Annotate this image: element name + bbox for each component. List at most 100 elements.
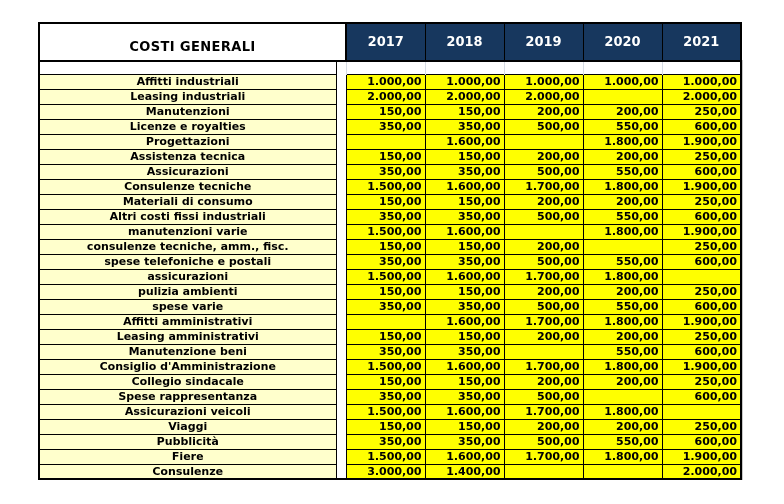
value-cell[interactable]: 1.500,00 <box>345 448 426 465</box>
value-cell[interactable]: 1.500,00 <box>345 358 426 375</box>
value-cell[interactable]: 600,00 <box>661 163 742 180</box>
value-cell[interactable]: 350,00 <box>345 253 426 270</box>
value-cell[interactable]: 200,00 <box>503 283 584 300</box>
value-cell[interactable]: 1.800,00 <box>582 178 663 195</box>
value-cell[interactable]: 200,00 <box>582 148 663 165</box>
value-cell[interactable]: 600,00 <box>661 118 742 135</box>
value-cell[interactable]: 550,00 <box>582 208 663 225</box>
value-cell[interactable]: 250,00 <box>661 238 742 255</box>
value-cell[interactable]: 600,00 <box>661 253 742 270</box>
row-label[interactable]: Assistenza tecnica <box>38 148 337 165</box>
value-cell[interactable]: 500,00 <box>503 253 584 270</box>
value-cell[interactable]: 1.000,00 <box>582 73 663 90</box>
value-cell[interactable]: 550,00 <box>582 118 663 135</box>
row-label[interactable]: Pubblicità <box>38 433 337 450</box>
value-cell[interactable]: 1.600,00 <box>424 358 505 375</box>
value-cell[interactable]: 550,00 <box>582 253 663 270</box>
value-cell[interactable]: 150,00 <box>424 328 505 345</box>
row-label[interactable]: Affitti industriali <box>38 73 337 90</box>
value-cell[interactable]: 550,00 <box>582 163 663 180</box>
value-cell[interactable]: 350,00 <box>424 208 505 225</box>
row-label[interactable]: spese telefoniche e postali <box>38 253 337 270</box>
value-cell[interactable]: 2.000,00 <box>661 463 742 480</box>
value-cell[interactable]: 250,00 <box>661 193 742 210</box>
year-header-2019[interactable]: 2019 <box>503 22 584 62</box>
row-label[interactable]: Manutenzioni <box>38 103 337 120</box>
value-cell[interactable]: 200,00 <box>582 193 663 210</box>
value-cell[interactable]: 1.600,00 <box>424 448 505 465</box>
value-cell[interactable]: 1.900,00 <box>661 178 742 195</box>
value-cell[interactable]: 1.700,00 <box>503 313 584 330</box>
value-cell[interactable]: 350,00 <box>345 208 426 225</box>
value-cell[interactable]: 1.800,00 <box>582 313 663 330</box>
value-cell[interactable]: 150,00 <box>345 238 426 255</box>
value-cell[interactable]: 1.700,00 <box>503 358 584 375</box>
value-cell[interactable]: 350,00 <box>424 388 505 405</box>
value-cell[interactable]: 350,00 <box>345 388 426 405</box>
value-cell[interactable] <box>582 238 663 255</box>
value-cell[interactable]: 250,00 <box>661 283 742 300</box>
value-cell[interactable]: 1.000,00 <box>661 73 742 90</box>
row-label[interactable]: spese varie <box>38 298 337 315</box>
value-cell[interactable]: 200,00 <box>582 373 663 390</box>
value-cell[interactable]: 1.500,00 <box>345 268 426 285</box>
value-cell[interactable]: 1.900,00 <box>661 358 742 375</box>
row-label[interactable]: Leasing industriali <box>38 88 337 105</box>
value-cell[interactable]: 1.900,00 <box>661 313 742 330</box>
value-cell[interactable]: 150,00 <box>345 148 426 165</box>
value-cell[interactable]: 200,00 <box>503 373 584 390</box>
year-header-2021[interactable]: 2021 <box>661 22 742 62</box>
value-cell[interactable]: 3.000,00 <box>345 463 426 480</box>
value-cell[interactable]: 200,00 <box>503 148 584 165</box>
spacer-value-cell[interactable] <box>582 61 663 74</box>
value-cell[interactable]: 1.800,00 <box>582 403 663 420</box>
value-cell[interactable]: 250,00 <box>661 148 742 165</box>
value-cell[interactable]: 2.000,00 <box>503 88 584 105</box>
value-cell[interactable]: 500,00 <box>503 298 584 315</box>
value-cell[interactable]: 500,00 <box>503 208 584 225</box>
value-cell[interactable]: 350,00 <box>345 433 426 450</box>
value-cell[interactable]: 1.600,00 <box>424 313 505 330</box>
row-label[interactable]: Consulenze <box>38 463 337 480</box>
year-header-2020[interactable]: 2020 <box>582 22 663 62</box>
value-cell[interactable]: 1.900,00 <box>661 223 742 240</box>
value-cell[interactable] <box>582 463 663 480</box>
value-cell[interactable]: 1.700,00 <box>503 448 584 465</box>
value-cell[interactable] <box>582 88 663 105</box>
table-title-cell[interactable]: COSTI GENERALI <box>38 22 347 62</box>
value-cell[interactable]: 1.600,00 <box>424 223 505 240</box>
value-cell[interactable]: 200,00 <box>503 418 584 435</box>
value-cell[interactable] <box>661 268 742 285</box>
row-label[interactable]: Progettazioni <box>38 133 337 150</box>
value-cell[interactable]: 200,00 <box>582 328 663 345</box>
value-cell[interactable]: 1.800,00 <box>582 268 663 285</box>
value-cell[interactable]: 500,00 <box>503 388 584 405</box>
value-cell[interactable]: 250,00 <box>661 328 742 345</box>
value-cell[interactable]: 350,00 <box>424 118 505 135</box>
value-cell[interactable]: 150,00 <box>345 193 426 210</box>
value-cell[interactable]: 150,00 <box>424 193 505 210</box>
value-cell[interactable]: 1.000,00 <box>345 73 426 90</box>
value-cell[interactable]: 600,00 <box>661 388 742 405</box>
value-cell[interactable]: 150,00 <box>424 148 505 165</box>
value-cell[interactable]: 200,00 <box>582 103 663 120</box>
value-cell[interactable]: 250,00 <box>661 373 742 390</box>
row-label[interactable]: Manutenzione beni <box>38 343 337 360</box>
row-label[interactable]: Consulenze tecniche <box>38 178 337 195</box>
value-cell[interactable]: 1.400,00 <box>424 463 505 480</box>
value-cell[interactable]: 1.500,00 <box>345 223 426 240</box>
value-cell[interactable]: 150,00 <box>424 373 505 390</box>
value-cell[interactable]: 200,00 <box>503 328 584 345</box>
spacer-value-cell[interactable] <box>345 61 426 74</box>
value-cell[interactable] <box>345 133 426 150</box>
value-cell[interactable]: 350,00 <box>424 343 505 360</box>
value-cell[interactable]: 600,00 <box>661 298 742 315</box>
row-label[interactable]: Assicurazioni veicoli <box>38 403 337 420</box>
value-cell[interactable]: 150,00 <box>424 283 505 300</box>
row-label[interactable]: Licenze e royalties <box>38 118 337 135</box>
value-cell[interactable]: 150,00 <box>345 418 426 435</box>
value-cell[interactable]: 1.000,00 <box>503 73 584 90</box>
value-cell[interactable]: 200,00 <box>503 238 584 255</box>
value-cell[interactable] <box>582 388 663 405</box>
row-label[interactable]: Affitti amministrativi <box>38 313 337 330</box>
